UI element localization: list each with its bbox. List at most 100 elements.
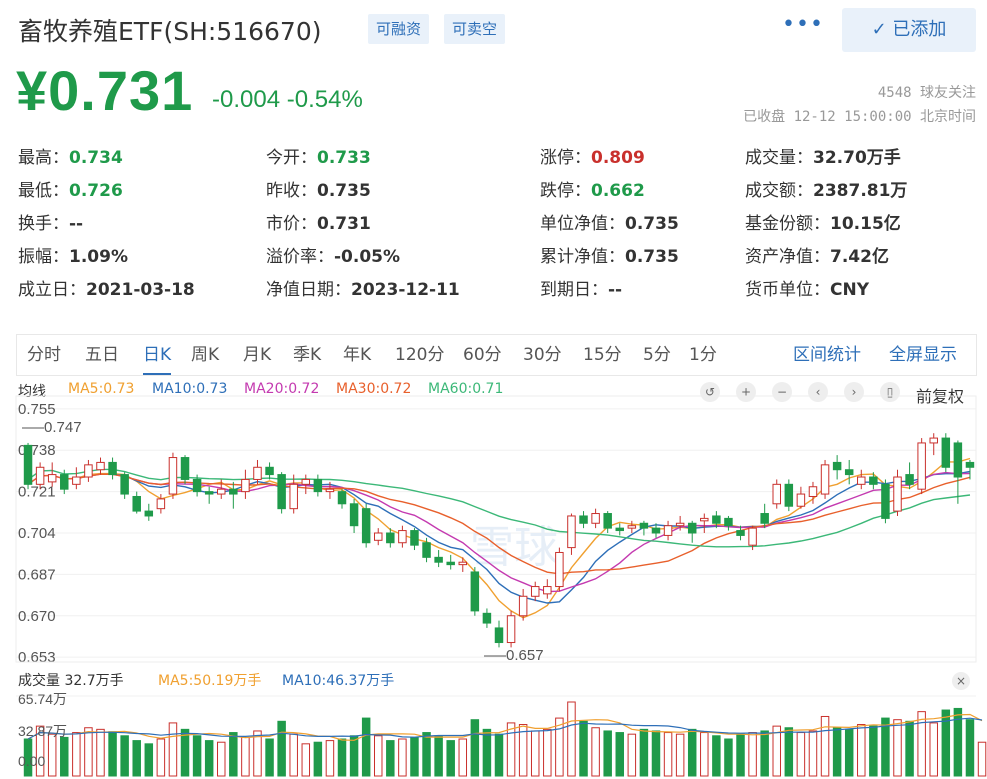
volume-bar	[337, 738, 347, 777]
candle-body	[349, 503, 359, 527]
candle-body	[361, 508, 371, 544]
volume-bar	[651, 730, 661, 777]
stat-item: 涨停：0.809	[540, 143, 645, 168]
prev-icon[interactable]: ‹	[808, 382, 828, 402]
volume-bar	[796, 732, 806, 777]
tab-4[interactable]: 月K	[243, 345, 272, 365]
added-watchlist-button[interactable]: ✓ 已添加	[842, 8, 976, 52]
volume-bar	[687, 728, 697, 777]
candle-body	[446, 561, 455, 566]
candle-body	[60, 474, 69, 490]
vol-tick-label: 32.87万	[18, 723, 67, 739]
volume-bar	[712, 735, 721, 777]
tab-6[interactable]: 年K	[343, 345, 372, 365]
stat-item: 昨收：0.735	[266, 176, 371, 201]
stat-value: 0.662	[591, 181, 645, 201]
volume-bar	[494, 733, 504, 777]
volume-bar	[603, 730, 612, 777]
candle-body	[663, 525, 673, 536]
stat-label: 货币单位：	[745, 280, 830, 300]
volume-bar	[168, 722, 178, 777]
range-stats-link[interactable]: 区间统计	[793, 345, 861, 365]
volume-bar	[700, 732, 709, 777]
fullscreen-link[interactable]: 全屏显示	[889, 345, 957, 365]
stat-item: 资产净值：7.42亿	[745, 242, 889, 267]
ma10-legend: MA10:0.73	[152, 381, 228, 397]
volume-bar	[905, 720, 914, 777]
candle-body	[700, 517, 709, 522]
close-vol-icon[interactable]: ×	[952, 672, 970, 690]
vol-tick-label: 0.00	[18, 753, 45, 769]
tab-12[interactable]: 1分	[689, 345, 717, 365]
candle-body	[386, 532, 395, 544]
stat-value: 32.70万手	[813, 148, 901, 168]
volume-bar	[277, 720, 286, 777]
stat-label: 成交额：	[745, 181, 813, 201]
candle-body	[772, 483, 781, 505]
stat-label: 今开：	[266, 148, 317, 168]
candle-body	[844, 469, 854, 476]
volume-bar	[132, 740, 141, 777]
stat-item: 货币单位：CNY	[745, 275, 869, 300]
tab-11[interactable]: 5分	[643, 345, 671, 365]
stat-value: 0.734	[69, 148, 123, 168]
candle-body	[373, 532, 383, 541]
stat-value: 0.735	[625, 214, 679, 234]
candle-body	[35, 466, 45, 485]
stat-item: 最高：0.734	[18, 143, 123, 168]
candle-body	[567, 515, 576, 549]
candle-body	[23, 444, 33, 485]
y-tick-label: 0.670	[18, 608, 56, 625]
stat-label: 基金份额：	[745, 214, 830, 234]
candle-body	[857, 476, 866, 485]
market-status: 已收盘 12-12 15:00:00 北京时间	[743, 109, 976, 125]
candle-body	[47, 474, 57, 483]
more-icon[interactable]: •••	[782, 12, 824, 37]
tab-5[interactable]: 季K	[293, 345, 322, 365]
stat-label: 资产净值：	[745, 247, 830, 267]
candle-body	[325, 488, 335, 493]
candle-body	[651, 527, 661, 534]
tab-2[interactable]: 日K	[143, 335, 172, 375]
stat-label: 成立日：	[18, 280, 86, 300]
tab-9[interactable]: 30分	[523, 345, 562, 365]
next-icon[interactable]: ›	[844, 382, 864, 402]
candle-body	[518, 595, 528, 617]
tab-3[interactable]: 周K	[191, 345, 220, 365]
ma60-legend: MA60:0.71	[428, 381, 504, 397]
undo-icon[interactable]: ↺	[700, 382, 720, 402]
vol-tick-label: 65.74万	[18, 691, 67, 707]
tab-8[interactable]: 60分	[463, 345, 502, 365]
stat-value: 1.09%	[69, 247, 128, 267]
volume-bar	[241, 736, 250, 777]
stat-value: 0.726	[69, 181, 123, 201]
margin-tag: 可融资	[368, 14, 430, 44]
candle-body	[832, 461, 842, 471]
zoom-out-icon[interactable]: −	[772, 382, 792, 402]
volume-bar	[35, 725, 45, 777]
stat-value: 2387.81万	[813, 181, 908, 201]
tab-1[interactable]: 五日	[85, 345, 119, 365]
tab-10[interactable]: 15分	[583, 345, 622, 365]
vol-ma10-legend: MA10:46.37万手	[282, 673, 395, 689]
candle-body	[724, 517, 733, 527]
followers-count[interactable]: 4548 球友关注	[877, 85, 976, 101]
candle-body	[72, 476, 81, 485]
vol-ma5-legend: MA5:50.19万手	[158, 673, 262, 689]
tab-0[interactable]: 分时	[27, 345, 61, 365]
volume-bar	[917, 711, 926, 777]
volume-bar	[398, 738, 407, 777]
volume-bar	[108, 731, 117, 777]
vol-ma5-line	[27, 713, 983, 741]
candle-icon[interactable]: ▯	[880, 382, 900, 402]
volume-bar	[869, 725, 878, 777]
volume-bar	[506, 722, 516, 777]
volume-bar	[530, 730, 540, 777]
tab-7[interactable]: 120分	[395, 345, 445, 365]
zoom-in-icon[interactable]: +	[736, 382, 756, 402]
volume-bar	[893, 719, 902, 777]
volume-bar	[784, 727, 794, 777]
volume-bar	[265, 738, 274, 777]
volume-bar	[156, 738, 166, 777]
